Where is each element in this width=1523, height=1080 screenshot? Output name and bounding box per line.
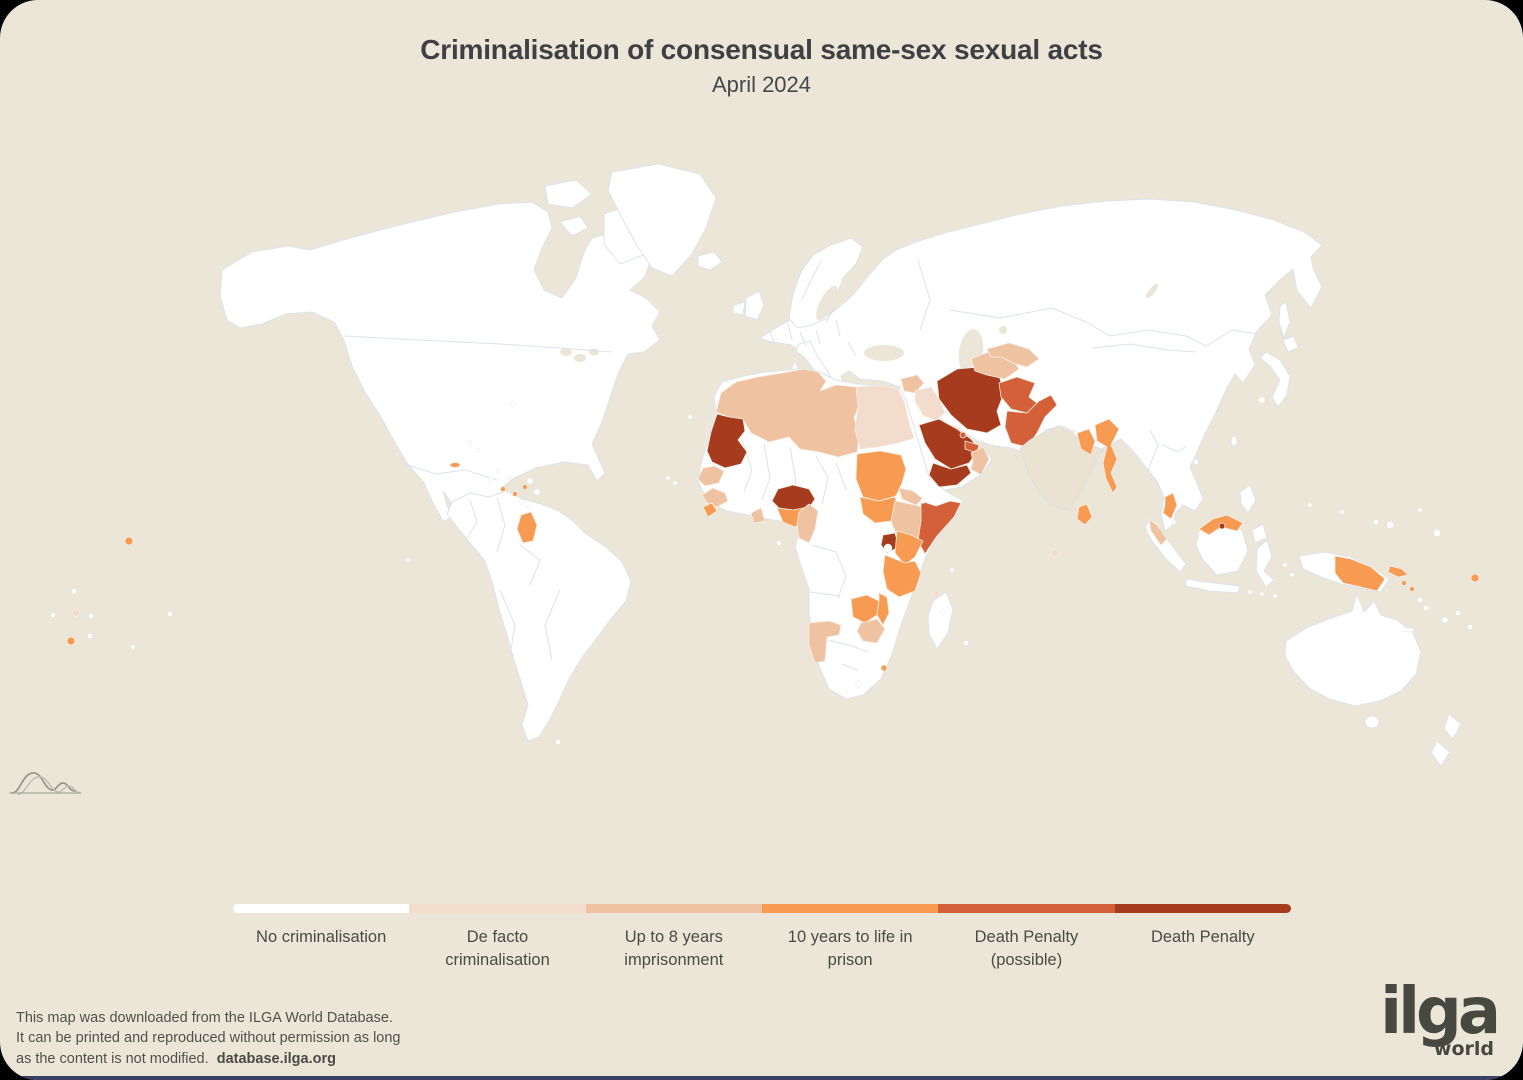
bottom-accent-bar bbox=[0, 1076, 1523, 1080]
country-maldives bbox=[1051, 549, 1059, 557]
country-solomon-2 bbox=[1409, 586, 1415, 592]
footer-link[interactable]: database.ilga.org bbox=[216, 1050, 336, 1067]
country-iraq bbox=[914, 386, 946, 422]
legend-bar bbox=[233, 904, 1291, 913]
footer-line-1: This map was downloaded from the ILGA Wo… bbox=[16, 1010, 393, 1026]
country-sierra-leone bbox=[702, 502, 718, 518]
footer-line-3: as the content is not modified. bbox=[16, 1050, 209, 1067]
page-subtitle: April 2024 bbox=[711, 72, 812, 97]
australia bbox=[1284, 593, 1422, 707]
country-yemen bbox=[928, 462, 972, 488]
hainan bbox=[1192, 458, 1200, 466]
country-jamaica bbox=[449, 462, 461, 468]
south-america bbox=[446, 490, 632, 742]
country-uzbekistan bbox=[986, 342, 1040, 368]
ilga-logo-subtext: world bbox=[1433, 1037, 1494, 1060]
country-cook-islands bbox=[72, 609, 80, 617]
legend-label-no_crim: No criminalisation bbox=[256, 928, 387, 946]
country-malaysia bbox=[1162, 492, 1178, 520]
footer-note: This map was downloaded from the ILGA Wo… bbox=[16, 1008, 476, 1069]
country-maghreb-band bbox=[715, 368, 861, 458]
legend-label-up_to_8: Up to 8 years imprisonment bbox=[624, 928, 724, 970]
scandinavia bbox=[788, 237, 864, 329]
country-papua-new-guinea bbox=[1334, 555, 1386, 592]
tasmania bbox=[1364, 715, 1380, 729]
philippines bbox=[1239, 484, 1268, 544]
legend-swatch-death_possible bbox=[938, 904, 1115, 913]
country-saint-lucia bbox=[500, 486, 506, 492]
new-zealand bbox=[1430, 713, 1462, 767]
country-eritrea bbox=[898, 487, 924, 506]
country-tanzania bbox=[882, 554, 922, 598]
country-kenya bbox=[894, 530, 924, 566]
sakhalin bbox=[1278, 301, 1291, 339]
mountain-signature bbox=[9, 772, 82, 795]
java bbox=[1185, 578, 1241, 594]
country-grenada bbox=[522, 484, 528, 490]
united-kingdom bbox=[744, 290, 765, 321]
madagascar bbox=[927, 591, 954, 650]
country-png-islands bbox=[1387, 565, 1409, 578]
ilga-logo: ilga world bbox=[1380, 975, 1501, 1060]
country-myanmar bbox=[1094, 418, 1120, 494]
country-sri-lanka bbox=[1076, 503, 1093, 526]
legend-label-ten_to_life: 10 years to life in prison bbox=[787, 928, 913, 970]
country-malawi bbox=[876, 592, 890, 626]
island-dots bbox=[50, 396, 1473, 745]
country-saint-vincent bbox=[512, 491, 518, 497]
taiwan bbox=[1230, 435, 1238, 447]
country-borders bbox=[343, 259, 1259, 671]
footer-line-2: It can be printed and reproduced without… bbox=[16, 1030, 401, 1047]
country-eswatini bbox=[880, 664, 888, 672]
country-solomon-1 bbox=[1401, 580, 1407, 586]
country-syria bbox=[900, 374, 925, 394]
country-pakistan bbox=[1004, 394, 1058, 448]
page-title: Criminalisation of consensual same-sex s… bbox=[420, 34, 1103, 65]
country-egypt bbox=[854, 384, 915, 450]
country-cameroon bbox=[796, 503, 819, 544]
legend-swatch-de_facto bbox=[409, 904, 586, 913]
country-samoa bbox=[1470, 573, 1480, 583]
legend-swatch-no_crim bbox=[233, 904, 410, 913]
legend-labels: No criminalisation De facto criminalisati… bbox=[233, 926, 1291, 973]
north-america bbox=[219, 201, 661, 588]
legend-label-de_facto: De facto criminalisation bbox=[445, 928, 550, 970]
country-aceh bbox=[1148, 518, 1168, 546]
country-senegal bbox=[697, 465, 725, 487]
country-namibia bbox=[808, 620, 842, 664]
ireland bbox=[731, 301, 746, 316]
country-comoros bbox=[932, 590, 940, 598]
greenland bbox=[607, 163, 717, 277]
country-kiribati bbox=[124, 536, 134, 546]
iceland bbox=[697, 251, 723, 271]
sulawesi bbox=[1255, 539, 1275, 588]
country-guyana bbox=[516, 511, 538, 544]
coloured-countries bbox=[66, 342, 1480, 672]
country-bangladesh bbox=[1076, 428, 1096, 456]
country-oman bbox=[970, 446, 990, 476]
legend-swatch-death bbox=[1114, 904, 1291, 913]
country-mauritania bbox=[706, 413, 748, 469]
country-zimbabwe bbox=[856, 618, 886, 644]
country-guinea bbox=[701, 487, 729, 508]
country-tonga bbox=[66, 636, 76, 646]
country-somalia bbox=[917, 500, 962, 555]
legend-label-death_possible: Death Penalty (possible) bbox=[974, 928, 1079, 970]
continents bbox=[219, 163, 1462, 767]
legend-swatch-up_to_8 bbox=[585, 904, 762, 913]
legend-swatch-ten_to_life bbox=[761, 904, 939, 913]
japan bbox=[1259, 335, 1299, 408]
country-ghana bbox=[750, 507, 766, 524]
legend-label-death: Death Penalty bbox=[1150, 928, 1255, 946]
country-qatar bbox=[959, 431, 967, 439]
ilga-logo-text: ilga bbox=[1380, 975, 1501, 1049]
country-brunei bbox=[1218, 522, 1226, 530]
